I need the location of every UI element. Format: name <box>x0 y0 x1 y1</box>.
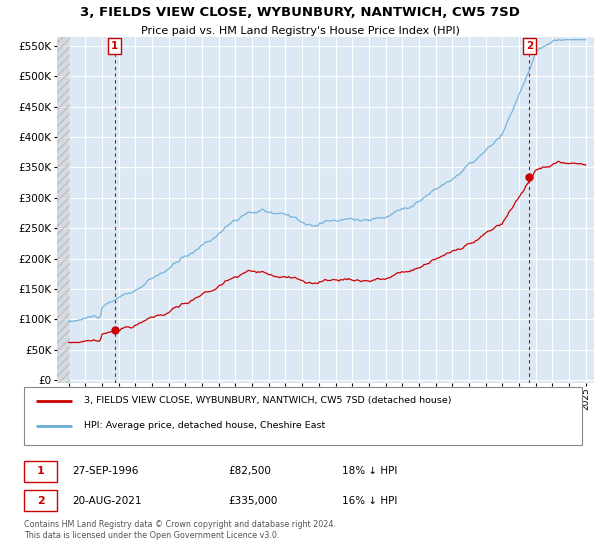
Text: 2: 2 <box>37 496 44 506</box>
Text: 16% ↓ HPI: 16% ↓ HPI <box>342 496 397 506</box>
Text: 1: 1 <box>37 466 44 477</box>
Text: 3, FIELDS VIEW CLOSE, WYBUNBURY, NANTWICH, CW5 7SD (detached house): 3, FIELDS VIEW CLOSE, WYBUNBURY, NANTWIC… <box>84 396 452 405</box>
Text: 1: 1 <box>111 41 118 51</box>
FancyBboxPatch shape <box>24 490 57 511</box>
Text: 3, FIELDS VIEW CLOSE, WYBUNBURY, NANTWICH, CW5 7SD: 3, FIELDS VIEW CLOSE, WYBUNBURY, NANTWIC… <box>80 6 520 18</box>
Text: Contains HM Land Registry data © Crown copyright and database right 2024.
This d: Contains HM Land Registry data © Crown c… <box>24 520 336 539</box>
Text: Price paid vs. HM Land Registry's House Price Index (HPI): Price paid vs. HM Land Registry's House … <box>140 26 460 36</box>
Text: £82,500: £82,500 <box>228 466 271 477</box>
Text: £335,000: £335,000 <box>228 496 277 506</box>
FancyBboxPatch shape <box>24 461 57 482</box>
Text: 2: 2 <box>526 41 533 51</box>
FancyBboxPatch shape <box>24 388 582 445</box>
Text: 27-SEP-1996: 27-SEP-1996 <box>72 466 139 477</box>
Text: HPI: Average price, detached house, Cheshire East: HPI: Average price, detached house, Ches… <box>84 422 325 431</box>
Text: 20-AUG-2021: 20-AUG-2021 <box>72 496 142 506</box>
Text: 18% ↓ HPI: 18% ↓ HPI <box>342 466 397 477</box>
